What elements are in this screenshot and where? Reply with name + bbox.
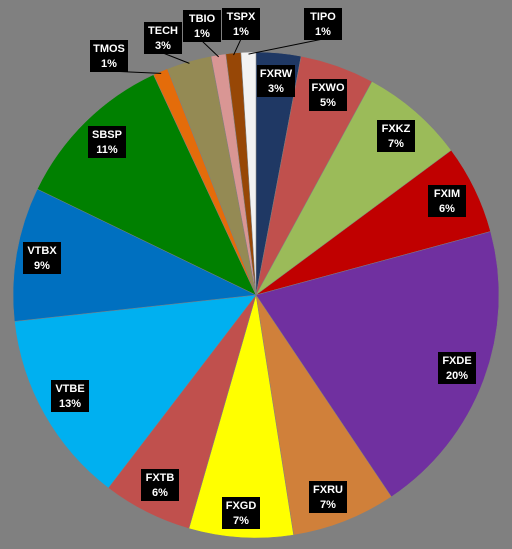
value-label: 11% xyxy=(96,144,118,156)
value-label: 7% xyxy=(388,138,404,150)
slice-label: TIPO xyxy=(310,11,336,23)
slice-label: FXDE xyxy=(442,355,471,367)
value-label: 6% xyxy=(439,203,455,215)
pie-slice xyxy=(12,188,257,322)
value-label: 13% xyxy=(59,398,81,410)
label-box xyxy=(438,352,476,384)
pie-slice xyxy=(14,294,257,489)
pie-slice xyxy=(188,294,294,539)
slice-label: FXTB xyxy=(146,472,175,484)
value-label: 1% xyxy=(194,28,210,40)
label-box xyxy=(309,79,347,111)
slice-label: FXKZ xyxy=(382,123,411,135)
pie-slice xyxy=(240,51,257,296)
value-label: 3% xyxy=(268,83,284,95)
value-label: 20% xyxy=(446,370,468,382)
slice-label: VTBE xyxy=(55,383,84,395)
leader-line xyxy=(233,38,242,56)
label-box xyxy=(222,497,260,529)
leader-line xyxy=(248,38,324,55)
slice-label: TMOS xyxy=(93,43,125,55)
value-label: 1% xyxy=(233,26,249,38)
label-box xyxy=(23,242,61,274)
slice-label: TSPX xyxy=(227,11,256,23)
slice-label: FXIM xyxy=(434,188,460,200)
label-box xyxy=(90,40,128,72)
label-box xyxy=(257,65,295,97)
value-label: 1% xyxy=(101,58,117,70)
value-label: 7% xyxy=(233,515,249,527)
label-box xyxy=(51,380,89,412)
slice-label: TBIO xyxy=(189,13,216,25)
value-label: 3% xyxy=(155,40,171,52)
leader-line xyxy=(162,52,190,64)
label-box xyxy=(309,481,347,513)
leader-line xyxy=(201,40,220,58)
slice-label: FXRW xyxy=(260,68,293,80)
pie-slice xyxy=(255,294,392,536)
value-label: 6% xyxy=(152,487,168,499)
slice-label: SBSP xyxy=(92,129,122,141)
pie-slice xyxy=(255,231,500,498)
slice-label: FXRU xyxy=(313,484,343,496)
label-box xyxy=(428,185,466,217)
slice-label: VTBX xyxy=(27,245,57,257)
label-box xyxy=(144,22,182,54)
label-box xyxy=(377,120,415,152)
slice-label: FXGD xyxy=(226,500,257,512)
label-box xyxy=(222,8,260,40)
label-box xyxy=(304,8,342,40)
value-label: 7% xyxy=(320,499,336,511)
slice-label: TECH xyxy=(148,25,178,37)
slice-label: FXWO xyxy=(312,82,345,94)
label-box xyxy=(141,469,179,501)
label-box xyxy=(183,10,221,42)
value-label: 5% xyxy=(320,97,336,109)
value-label: 9% xyxy=(34,260,50,272)
value-label: 1% xyxy=(315,26,331,38)
label-box xyxy=(88,126,126,158)
